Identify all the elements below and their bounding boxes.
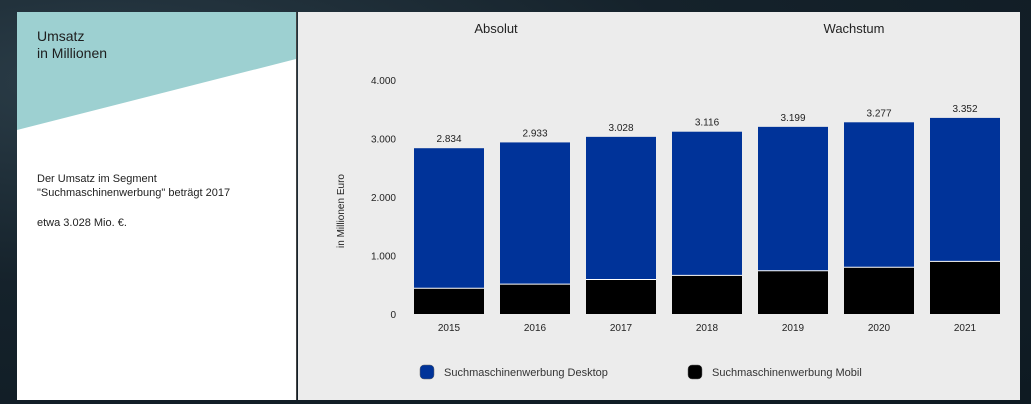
legend-label: Suchmaschinenwerbung Mobil: [712, 367, 862, 379]
bar-segment-mobil: [500, 284, 570, 314]
x-tick-label: 2017: [610, 323, 633, 334]
stacked-bar-chart: Absolut Wachstum 0 1.000 2.000 3.000 4.000 in M…: [336, 21, 1000, 380]
section-title-wachstum: Wachstum: [824, 21, 885, 36]
y-axis-label: in Millionen Euro: [336, 174, 347, 248]
bar-segment-mobil: [930, 261, 1000, 314]
panel-description: Der Umsatz im Segment "Suchmaschinenwerb…: [37, 172, 287, 246]
x-tick-label: 2016: [524, 323, 547, 334]
info-panel: Umsatz in Millionen Der Umsatz im Segmen…: [17, 12, 297, 400]
bar-segment-desktop: [930, 117, 1000, 262]
total-value-label: 3.277: [866, 108, 891, 119]
total-value-label: 3.352: [952, 104, 977, 115]
bar-segment-desktop: [758, 126, 828, 271]
bar-segment-desktop: [672, 131, 742, 276]
total-value-label: 2.834: [436, 134, 461, 145]
y-tick-label: 4.000: [371, 76, 396, 87]
bar-segment-desktop: [414, 148, 484, 289]
y-tick-label: 1.000: [371, 252, 396, 263]
legend-swatch: [687, 364, 703, 380]
total-value-label: 2.933: [522, 128, 547, 139]
bar-segment-mobil: [586, 279, 656, 314]
y-tick-label: 3.000: [371, 135, 396, 146]
y-tick-label: 0: [390, 310, 396, 321]
legend-swatch: [419, 364, 435, 380]
total-value-label: 3.199: [780, 113, 805, 124]
x-tick-label: 2019: [782, 323, 805, 334]
bar-segment-mobil: [758, 270, 828, 314]
panel-title: Umsatz in Millionen: [37, 28, 108, 61]
bar-segment-desktop: [500, 142, 570, 285]
x-tick-label: 2020: [868, 323, 891, 334]
total-value-label: 3.116: [695, 118, 720, 129]
x-tick-label: 2015: [438, 323, 461, 334]
bar-segment-desktop: [844, 122, 914, 268]
bar-segment-desktop: [586, 136, 656, 280]
description-paragraph-1: Der Umsatz im Segment "Suchmaschinenwerb…: [37, 173, 231, 199]
total-value-label: 3.028: [608, 123, 633, 134]
y-tick-label: 2.000: [371, 193, 396, 204]
x-tick-label: 2018: [696, 323, 719, 334]
description-paragraph-2: etwa 3.028 Mio. €.: [37, 217, 127, 229]
x-tick-label: 2021: [954, 323, 977, 334]
chart-panel: Absolut Wachstum 0 1.000 2.000 3.000 4.000 in M…: [298, 12, 1020, 400]
bar-segment-mobil: [672, 275, 742, 314]
teal-header-shape: [17, 12, 296, 130]
legend-label: Suchmaschinenwerbung Desktop: [444, 367, 608, 379]
bar-segment-mobil: [844, 267, 914, 314]
bar-segment-mobil: [414, 288, 484, 314]
section-title-absolut: Absolut: [474, 21, 518, 36]
